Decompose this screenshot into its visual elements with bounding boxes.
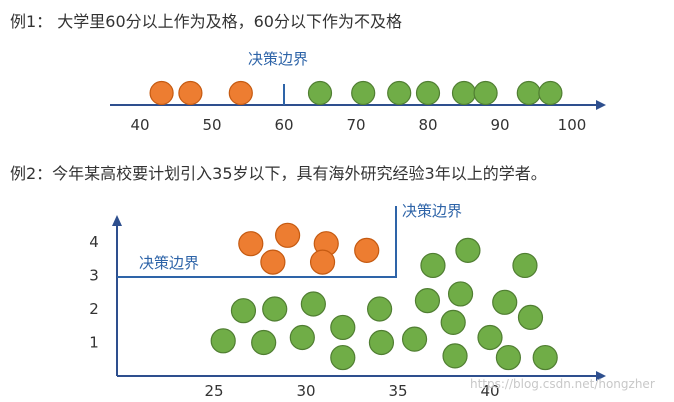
rejected-scholar-dot [532, 344, 558, 371]
rejected-scholar-dot [262, 296, 288, 322]
example2-description: 例2：今年某高校要计划引入35岁以下，具有海外研究经验3年以上的学者。 [10, 164, 547, 183]
selected-scholar-dot [275, 222, 301, 248]
example1-boundary-label: 决策边界 [248, 50, 308, 68]
example2-y-axis-arrow [112, 215, 122, 226]
selected-scholar-dot [354, 237, 380, 263]
rejected-scholar-dot [512, 252, 538, 279]
example1-tick-label: 40 [130, 116, 149, 134]
fail-score-dot [228, 80, 253, 106]
example2-y-tick-label: 2 [89, 300, 99, 318]
rejected-scholar-dot [477, 324, 503, 351]
example1-tick-label: 100 [558, 116, 587, 134]
example2-boundary-label-top: 决策边界 [402, 202, 462, 220]
pass-score-dot [538, 80, 563, 106]
example2-y-tick-label: 3 [89, 267, 99, 285]
example1-tick-label: 50 [202, 116, 221, 134]
example2-scatter-plot: 决策边界 决策边界 25 30 35 40 1 2 3 4 https://blog.csdn… [89, 202, 655, 400]
rejected-scholar-dot [401, 326, 428, 352]
rejected-scholar-dot [442, 343, 468, 369]
example1-axis-arrow [596, 100, 606, 110]
example1-tick-label: 60 [274, 116, 293, 134]
example2-x-tick-label: 35 [388, 382, 407, 400]
rejected-scholar-dot [455, 237, 481, 263]
rejected-scholar-dot [367, 296, 393, 322]
rejected-scholar-dot [414, 288, 441, 314]
rejected-scholar-dot [289, 324, 315, 351]
example2-boundary-line [117, 206, 397, 278]
selected-scholar-dot [238, 231, 264, 257]
fail-score-dot [149, 80, 174, 106]
example2-x-axis-arrow [596, 371, 606, 381]
pass-score-dot [516, 80, 541, 106]
example2-y-tick-label: 1 [89, 334, 99, 352]
selected-scholar-dot [260, 249, 286, 275]
example2-y-tick-label: 4 [89, 233, 99, 251]
watermark-text: https://blog.csdn.net/hongzher [470, 377, 655, 391]
rejected-scholar-dot [420, 252, 446, 279]
pass-score-dot [307, 80, 333, 106]
rejected-scholar-dot [495, 344, 521, 371]
example1-description: 例1： 大学里60分以上作为及格，60分以下作为不及格 [10, 12, 402, 31]
rejected-scholar-dot [368, 329, 395, 356]
rejected-scholar-dot [210, 328, 236, 354]
pass-score-dot [451, 80, 477, 106]
example1-number-line: 决策边界 40 50 60 70 80 90 100 [110, 50, 606, 134]
rejected-scholar-dot [330, 314, 356, 341]
rejected-scholar-dot [517, 304, 544, 330]
rejected-scholar-dot [447, 281, 474, 307]
example1-tick-label: 90 [490, 116, 509, 134]
example2-x-tick-label: 30 [296, 382, 315, 400]
selected-scholar-dot [309, 249, 336, 275]
example2-x-tick-label: 25 [204, 382, 223, 400]
pass-score-dot [415, 80, 441, 106]
example1-tick-label: 70 [346, 116, 365, 134]
rejected-scholar-dot [330, 344, 356, 371]
example2-x-tick-label: 40 [480, 382, 499, 400]
example2-boundary-label-left: 决策边界 [139, 254, 199, 272]
rejected-scholar-dot [300, 291, 326, 317]
rejected-scholar-dot [251, 329, 277, 356]
rejected-scholar-dot [440, 309, 466, 335]
pass-score-dot [351, 80, 376, 106]
rejected-scholar-dot [492, 289, 518, 315]
example1-tick-label: 80 [418, 116, 437, 134]
rejected-scholar-dot [230, 298, 257, 324]
pass-score-dot [473, 80, 498, 106]
fail-score-dot [178, 80, 203, 106]
pass-score-dot [387, 80, 412, 106]
